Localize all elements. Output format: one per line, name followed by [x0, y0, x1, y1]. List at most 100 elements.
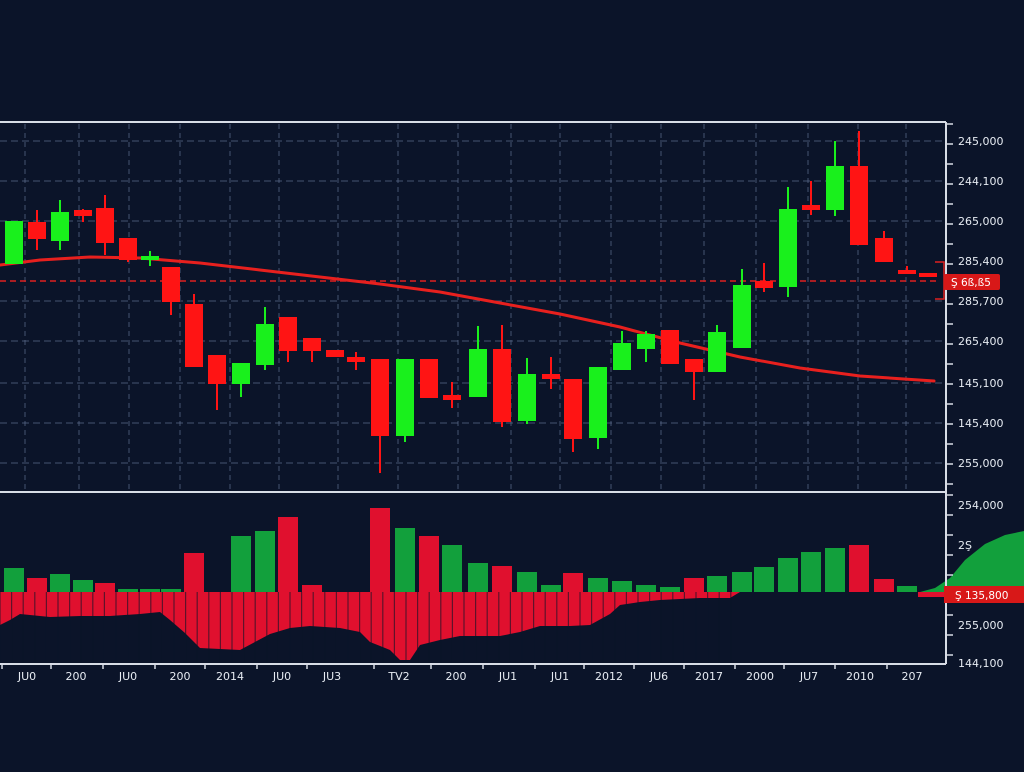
volume-tick-label: 254,000 [958, 499, 1004, 512]
volume-bar [684, 578, 704, 592]
volume-bar [778, 558, 798, 592]
volume-bar [395, 528, 415, 592]
price-tick-label: 285,700 [958, 295, 1004, 308]
volume-right-area [918, 531, 1024, 597]
time-tick-label: 200 [66, 670, 87, 683]
candle[interactable] [493, 325, 511, 427]
candle[interactable] [469, 326, 487, 397]
candle[interactable] [51, 200, 69, 250]
candle[interactable] [755, 263, 773, 292]
candle[interactable] [802, 181, 820, 215]
time-tick-label: 200 [170, 670, 191, 683]
volume-bar [707, 576, 727, 592]
volume-bar [612, 581, 632, 592]
price-tick-label: 255,000 [958, 457, 1004, 470]
volume-bars [4, 508, 917, 592]
volume-bar [140, 589, 160, 592]
time-tick-label: JU1 [550, 670, 569, 683]
current-price-label: Ş 6ß,ß5 [951, 277, 991, 289]
candle[interactable] [875, 231, 893, 262]
candle[interactable] [518, 358, 536, 424]
price-tick-label: 245,000 [958, 135, 1004, 148]
time-tick-label: JU6 [649, 670, 668, 683]
candle[interactable] [898, 266, 916, 274]
time-axis[interactable]: JU0 200 JU0 200 2014 JU0 JU3 TV2 200 JU1 JU1 2012 JU… [1, 664, 923, 683]
volume-bar [874, 579, 894, 592]
volume-bar [95, 583, 115, 592]
candle[interactable] [279, 317, 297, 362]
candle[interactable] [303, 338, 321, 362]
volume-bar [255, 531, 275, 592]
time-tick-label: 2017 [695, 670, 723, 683]
candle[interactable] [661, 330, 679, 364]
time-tick-label: 2014 [216, 670, 244, 683]
volume-bar [660, 587, 680, 592]
candle[interactable] [733, 269, 751, 348]
candle[interactable] [420, 359, 438, 398]
time-tick-label: 200 [446, 670, 467, 683]
volume-negative-area [0, 592, 740, 665]
price-tick-label: 244,100 [958, 175, 1004, 188]
candle[interactable] [443, 382, 461, 408]
candle[interactable] [708, 325, 726, 372]
volume-right-area-fill [920, 531, 1024, 592]
candle[interactable] [28, 210, 46, 250]
volume-bar [636, 585, 656, 592]
volume-bar [492, 566, 512, 592]
volume-tick-label: 2Ş [958, 539, 972, 552]
volume-bar [732, 572, 752, 592]
candle[interactable] [850, 131, 868, 245]
candle[interactable] [564, 379, 582, 452]
volume-bar [302, 585, 322, 592]
time-tick-label: JU0 [118, 670, 137, 683]
current-price-badge [944, 274, 1000, 290]
candle[interactable] [208, 355, 226, 410]
candle[interactable] [589, 367, 607, 449]
volume-value-label: Ş 135,800 [955, 590, 1008, 602]
candle[interactable] [613, 331, 631, 370]
price-tick-label: 145,400 [958, 417, 1004, 430]
volume-bar [897, 586, 917, 592]
candle[interactable] [396, 359, 414, 442]
candles [5, 131, 937, 473]
candle[interactable] [162, 267, 180, 315]
candle[interactable] [185, 294, 203, 367]
price-axis[interactable]: 245,000 244,100 265,000 285,400 285,700 265,4… [935, 123, 1004, 485]
volume-bar [442, 545, 462, 592]
candle[interactable] [232, 363, 250, 397]
volume-bar [754, 567, 774, 592]
volume-bar [73, 580, 93, 592]
price-tick-label: 265,000 [958, 215, 1004, 228]
volume-bar [849, 545, 869, 592]
candle[interactable] [256, 307, 274, 370]
candle[interactable] [119, 238, 137, 262]
candle[interactable] [779, 187, 797, 297]
candle[interactable] [826, 141, 844, 216]
candle[interactable] [5, 221, 23, 264]
candle[interactable] [685, 359, 703, 400]
time-tick-label: 2010 [846, 670, 874, 683]
volume-axis[interactable]: 254,000 2Ş Ş 135,800 255,000 144,100 [944, 494, 1024, 670]
chart-frame [0, 121, 947, 665]
candle[interactable] [96, 195, 114, 255]
volume-bar [161, 589, 181, 592]
candle[interactable] [919, 273, 937, 277]
candle[interactable] [74, 209, 92, 222]
volume-bar [541, 585, 561, 592]
candle[interactable] [326, 350, 344, 357]
time-tick-label: 207 [902, 670, 923, 683]
volume-bar [588, 578, 608, 592]
candle[interactable] [371, 359, 389, 473]
time-tick-label: 2012 [595, 670, 623, 683]
volume-bar [370, 508, 390, 592]
candle[interactable] [347, 352, 365, 370]
volume-bar [563, 573, 583, 592]
candle[interactable] [637, 331, 655, 362]
volume-bar [50, 574, 70, 592]
volume-bar [27, 578, 47, 592]
candle[interactable] [141, 251, 159, 266]
candle[interactable] [542, 357, 560, 389]
time-tick-label: JU1 [498, 670, 517, 683]
